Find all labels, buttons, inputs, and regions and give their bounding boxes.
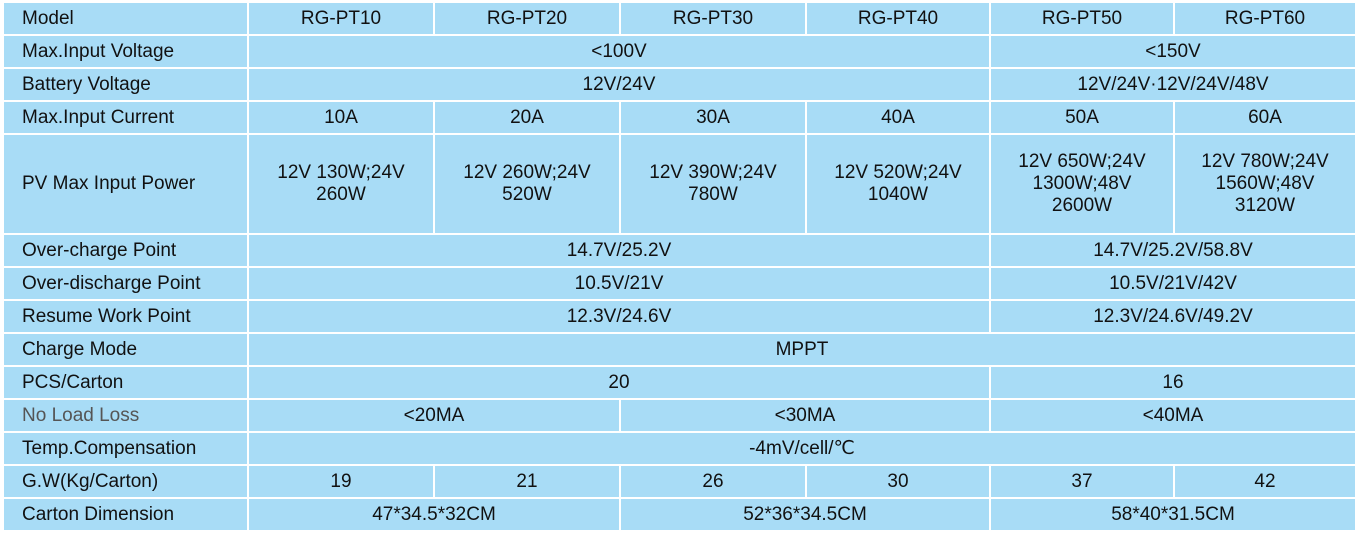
value-cell: 20: [247, 365, 991, 400]
over-charge-point-row: Over-charge Point 14.7V/25.2V 14.7V/25.2…: [2, 233, 1356, 268]
gross-weight-row: G.W(Kg/Carton) 19 21 26 30 37 42: [2, 464, 1356, 499]
value-cell: 60A: [1173, 100, 1356, 135]
value-cell: MPPT: [247, 332, 1356, 367]
value-cell: 10.5V/21V: [247, 266, 991, 301]
value-cell: 52*36*34.5CM: [619, 497, 991, 532]
value-cell: 37: [989, 464, 1175, 499]
value-line: 12V 390W;24V: [649, 162, 777, 183]
value-line: 3120W: [1234, 195, 1296, 216]
temp-compensation-row: Temp.Compensation -4mV/cell/℃: [2, 431, 1356, 466]
row-label: Charge Mode: [2, 332, 249, 367]
value-cell: <30MA: [619, 398, 991, 433]
value-cell: 30: [805, 464, 991, 499]
value-line: 12V 130W;24V: [277, 162, 405, 183]
value-line: 12V 260W;24V: [463, 162, 591, 183]
value-cell: 14.7V/25.2V/58.8V: [989, 233, 1356, 268]
value-cell: <20MA: [247, 398, 621, 433]
value-cell: 58*40*31.5CM: [989, 497, 1356, 532]
header-label: Model: [2, 1, 249, 36]
value-cell: 12.3V/24.6V: [247, 299, 991, 334]
value-cell: 12V 130W;24V 260W: [247, 133, 435, 235]
row-label: Battery Voltage: [2, 67, 249, 102]
value-cell: 12V 390W;24V 780W: [619, 133, 807, 235]
value-line: 1300W;48V: [1032, 173, 1132, 194]
value-cell: <100V: [247, 34, 991, 69]
row-label: G.W(Kg/Carton): [2, 464, 249, 499]
value-cell: 19: [247, 464, 435, 499]
value-line: 520W: [502, 184, 552, 205]
carton-dimension-row: Carton Dimension 47*34.5*32CM 52*36*34.5…: [2, 497, 1356, 532]
battery-voltage-row: Battery Voltage 12V/24V 12V/24V·12V/24V/…: [2, 67, 1356, 102]
value-line: 2600W: [1051, 195, 1113, 216]
value-cell: 12V 520W;24V 1040W: [805, 133, 991, 235]
charge-mode-row: Charge Mode MPPT: [2, 332, 1356, 367]
value-cell: 14.7V/25.2V: [247, 233, 991, 268]
max-input-current-row: Max.Input Current 10A 20A 30A 40A 50A 60…: [2, 100, 1356, 135]
value-cell: 47*34.5*32CM: [247, 497, 621, 532]
model-header: RG-PT10: [247, 1, 435, 36]
value-line: 12V 520W;24V: [834, 162, 962, 183]
over-discharge-point-row: Over-discharge Point 10.5V/21V 10.5V/21V…: [2, 266, 1356, 301]
row-label: Resume Work Point: [2, 299, 249, 334]
row-label: PV Max Input Power: [2, 133, 249, 235]
row-label: Max.Input Current: [2, 100, 249, 135]
value-cell: 12V 260W;24V 520W: [433, 133, 621, 235]
resume-work-point-row: Resume Work Point 12.3V/24.6V 12.3V/24.6…: [2, 299, 1356, 334]
value-cell: 10A: [247, 100, 435, 135]
header-row: Model RG-PT10 RG-PT20 RG-PT30 RG-PT40 RG…: [2, 1, 1356, 36]
row-label: Carton Dimension: [2, 497, 249, 532]
model-header: RG-PT60: [1173, 1, 1356, 36]
value-cell: 12.3V/24.6V/49.2V: [989, 299, 1356, 334]
value-cell: 16: [989, 365, 1356, 400]
model-header: RG-PT20: [433, 1, 621, 36]
pcs-carton-row: PCS/Carton 20 16: [2, 365, 1356, 400]
value-cell: -4mV/cell/℃: [247, 431, 1356, 466]
value-line: 12V 650W;24V: [1018, 151, 1146, 172]
value-cell: 40A: [805, 100, 991, 135]
value-cell: 21: [433, 464, 621, 499]
row-label: Max.Input Voltage: [2, 34, 249, 69]
value-cell: 12V 780W;24V 1560W;48V 3120W: [1173, 133, 1356, 235]
value-cell: 42: [1173, 464, 1356, 499]
value-cell: 12V/24V: [247, 67, 991, 102]
max-input-voltage-row: Max.Input Voltage <100V <150V: [2, 34, 1356, 69]
value-cell: 12V/24V·12V/24V/48V: [989, 67, 1356, 102]
row-label: No Load Loss: [2, 398, 249, 433]
row-label: Over-charge Point: [2, 233, 249, 268]
value-cell: <40MA: [989, 398, 1356, 433]
value-line: 260W: [316, 184, 366, 205]
value-line: 1560W;48V: [1215, 173, 1315, 194]
value-cell: <150V: [989, 34, 1356, 69]
value-cell: 12V 650W;24V 1300W;48V 2600W: [989, 133, 1175, 235]
no-load-loss-row: No Load Loss <20MA <30MA <40MA: [2, 398, 1356, 433]
value-cell: 30A: [619, 100, 807, 135]
row-label: Over-discharge Point: [2, 266, 249, 301]
model-header: RG-PT40: [805, 1, 991, 36]
value-cell: 10.5V/21V/42V: [989, 266, 1356, 301]
value-line: 12V 780W;24V: [1201, 151, 1329, 172]
value-line: 780W: [688, 184, 738, 205]
value-cell: 26: [619, 464, 807, 499]
row-label: PCS/Carton: [2, 365, 249, 400]
model-header: RG-PT50: [989, 1, 1175, 36]
pv-max-input-power-row: PV Max Input Power 12V 130W;24V 260W 12V…: [2, 133, 1356, 235]
value-cell: 20A: [433, 100, 621, 135]
value-line: 1040W: [867, 184, 929, 205]
value-cell: 50A: [989, 100, 1175, 135]
row-label: Temp.Compensation: [2, 431, 249, 466]
model-header: RG-PT30: [619, 1, 807, 36]
